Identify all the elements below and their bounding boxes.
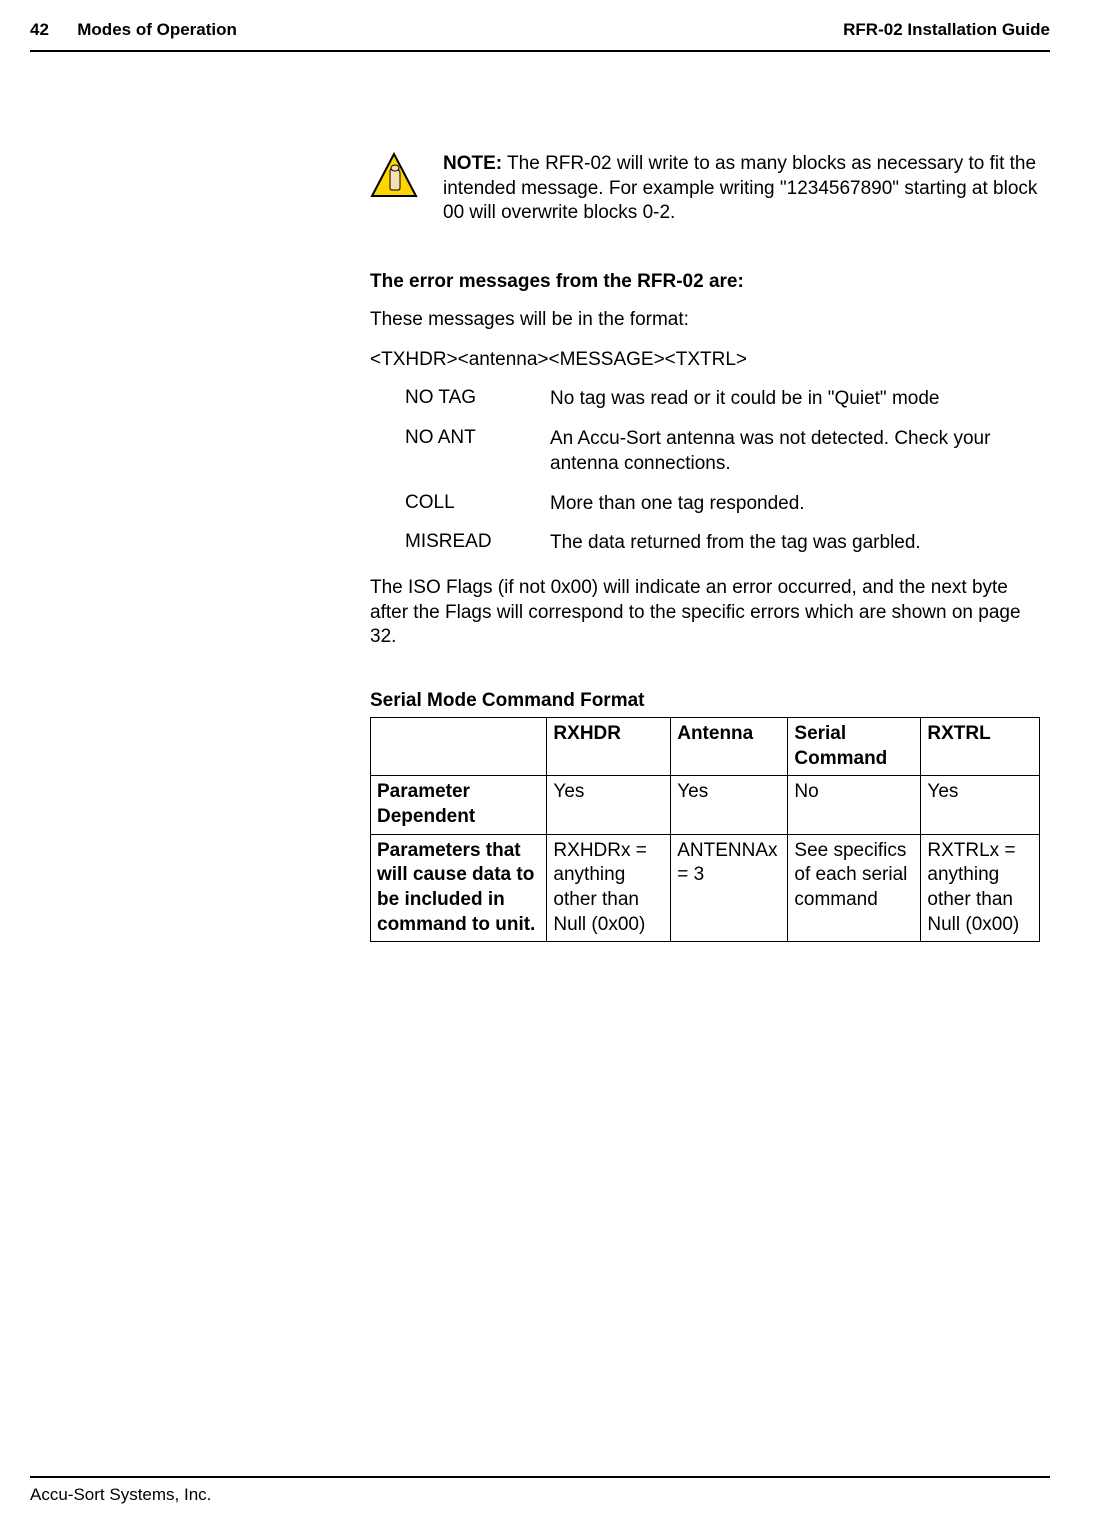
note-body: The RFR-02 will write to as many blocks … [443,153,1037,223]
col-antenna: Antenna [671,717,788,775]
msg-row: NO ANT An Accu-Sort antenna was not dete… [405,427,1040,476]
cell: See specifics of each serial command [788,834,921,942]
cell: Yes [671,776,788,834]
messages-list: NO TAG No tag was read or it could be in… [405,387,1040,555]
table-row: Parameter Dependent Yes Yes No Yes [371,776,1040,834]
cell: No [788,776,921,834]
cell: Yes [547,776,671,834]
table-header-row: RXHDR Antenna Serial Command RXTRL [371,717,1040,775]
cell: ANTENNAx = 3 [671,834,788,942]
row-header: Parameter Dependent [371,776,547,834]
header-rule [30,50,1050,52]
msg-row: NO TAG No tag was read or it could be in… [405,387,1040,412]
note-text: NOTE: The RFR-02 will write to as many b… [443,152,1040,226]
cell: Yes [921,776,1040,834]
footer-company: Accu-Sort Systems, Inc. [30,1485,211,1505]
page: 42 Modes of Operation RFR-02 Installatio… [0,0,1110,1533]
error-heading: The error messages from the RFR-02 are: [370,271,1040,293]
cell: RXTRLx = anything other than Null (0x00) [921,834,1040,942]
msg-desc: No tag was read or it could be in "Quiet… [550,387,939,412]
page-number: 42 [30,20,49,39]
note-block: NOTE: The RFR-02 will write to as many b… [370,152,1040,226]
col-blank [371,717,547,775]
error-intro: These messages will be in the format: [370,308,1040,333]
row-header: Parameters that will cause data to be in… [371,834,547,942]
msg-label: NO TAG [405,387,550,412]
msg-row: MISREAD The data returned from the tag w… [405,531,1040,556]
cell: RXHDRx = anything other than Null (0x00) [547,834,671,942]
msg-desc: More than one tag responded. [550,492,805,517]
col-rxtrl: RXTRL [921,717,1040,775]
footer-rule [30,1476,1050,1478]
content-area: NOTE: The RFR-02 will write to as many b… [370,152,1040,942]
error-format: <TXHDR><antenna><MESSAGE><TXTRL> [370,348,1040,373]
msg-row: COLL More than one tag responded. [405,492,1040,517]
col-rxhdr: RXHDR [547,717,671,775]
cmd-format-table: RXHDR Antenna Serial Command RXTRL Param… [370,717,1040,943]
msg-label: NO ANT [405,427,550,476]
page-header: 42 Modes of Operation RFR-02 Installatio… [30,20,1050,50]
msg-label: MISREAD [405,531,550,556]
msg-label: COLL [405,492,550,517]
header-left: 42 Modes of Operation [30,20,237,40]
col-serial-command: Serial Command [788,717,921,775]
msg-desc: An Accu-Sort antenna was not detected. C… [550,427,1040,476]
section-title: Modes of Operation [77,20,237,39]
caution-icon [370,152,418,200]
cmd-table-heading: Serial Mode Command Format [370,690,1040,712]
iso-flags-text: The ISO Flags (if not 0x00) will indicat… [370,576,1040,650]
table-row: Parameters that will cause data to be in… [371,834,1040,942]
doc-title: RFR-02 Installation Guide [843,20,1050,40]
msg-desc: The data returned from the tag was garbl… [550,531,921,556]
note-label: NOTE: [443,153,502,174]
